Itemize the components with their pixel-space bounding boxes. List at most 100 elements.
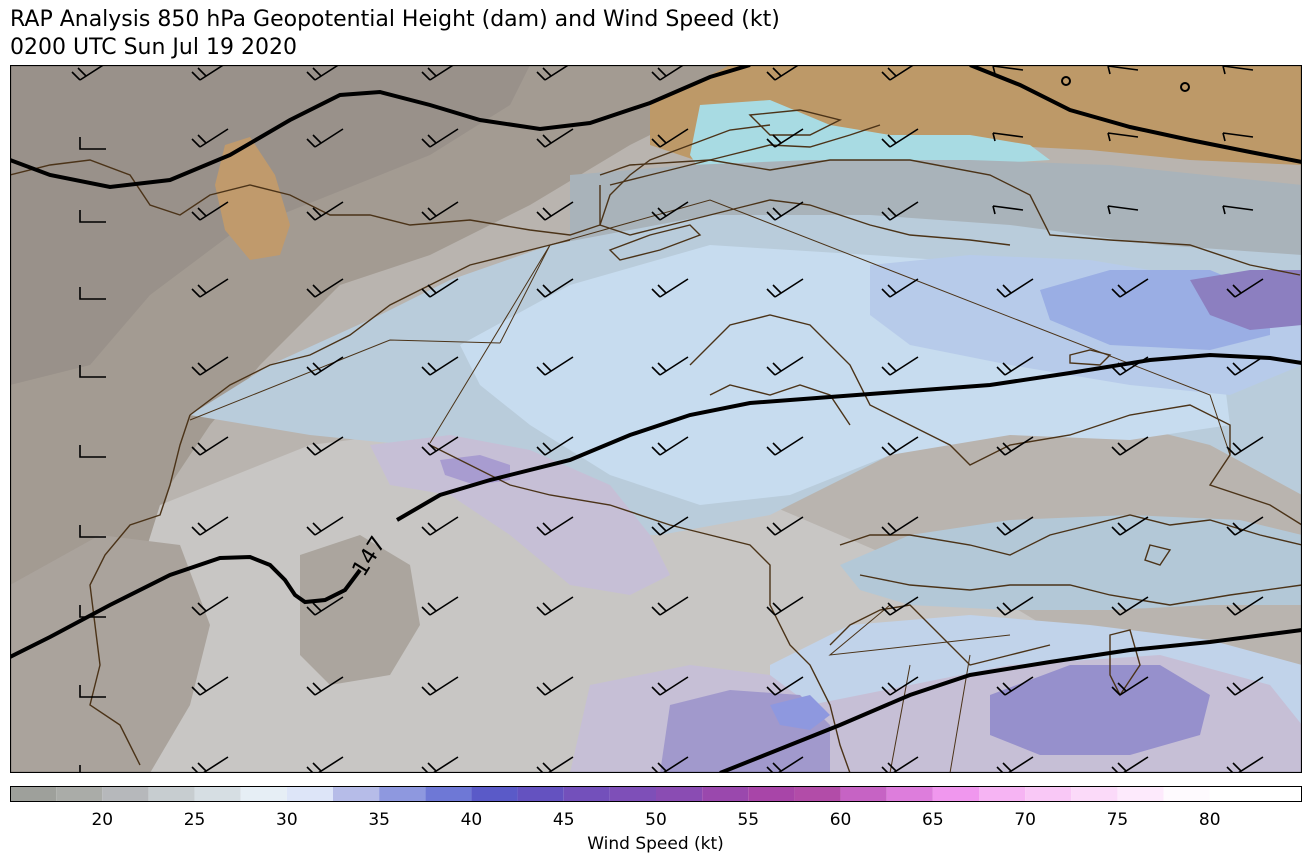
wind-barb: [1111, 676, 1149, 696]
colorbar-tick-label: 45: [552, 810, 575, 830]
wind-barb: [306, 676, 344, 696]
violet-region-east: [1190, 270, 1302, 330]
colorbar-tick-label: 65: [922, 810, 944, 830]
wind-barb: [306, 356, 344, 376]
colorbar-segment: [517, 786, 564, 802]
wind-barb: [1226, 676, 1264, 696]
wind-field-sw-gray: [10, 535, 210, 773]
colorbar-segment: [240, 786, 287, 802]
wind-barb: [1222, 65, 1254, 75]
wind-barb: [1111, 436, 1149, 456]
colorbar-segment: [102, 786, 149, 802]
wind-barb: [881, 436, 919, 456]
wind-barb: [996, 278, 1034, 298]
wind-barb: [79, 365, 106, 378]
wind-barb: [1111, 516, 1149, 536]
colorbar-segment: [563, 786, 610, 802]
wind-barb: [191, 516, 229, 536]
wind-barb: [421, 676, 459, 696]
wind-barb: [71, 65, 105, 81]
wind-barbs: [71, 65, 1264, 773]
colorbar-segment: [333, 786, 380, 802]
wind-barb: [536, 676, 574, 696]
wind-barb: [651, 436, 689, 456]
colorbar-tick-label: 25: [183, 810, 206, 830]
wind-barb: [536, 128, 574, 148]
colorbar-segment: [56, 786, 103, 802]
colorbar-tick-label: 50: [645, 810, 667, 830]
wind-barb: [421, 356, 459, 376]
tan-region-northwest: [215, 137, 290, 260]
wind-barb: [881, 516, 919, 536]
colorbar-tick-label: 60: [829, 810, 852, 830]
wind-barb: [421, 596, 459, 616]
wind-barb: [766, 65, 800, 81]
wind-barb: [421, 278, 459, 298]
height-contours: [10, 65, 1302, 773]
wind-barb: [881, 278, 919, 298]
wind-barb: [1107, 205, 1139, 215]
wind-barb: [1226, 278, 1264, 298]
wind-barb: [536, 596, 574, 616]
wind-barb: [651, 201, 689, 221]
wind-barb: [766, 201, 804, 221]
colorbar-tick-label: 80: [1198, 810, 1221, 830]
wind-barb: [421, 436, 459, 456]
colorbar-segment: [10, 786, 57, 802]
wind-field-nw-darker: [10, 65, 530, 385]
wind-barb: [191, 436, 229, 456]
wind-barb: [1222, 205, 1254, 215]
colorbar-segment: [471, 786, 518, 802]
wind-barb: [996, 516, 1034, 536]
wind-barb: [766, 128, 804, 148]
map-title: RAP Analysis 850 hPa Geopotential Height…: [10, 7, 780, 32]
wind-barb: [306, 278, 344, 298]
wind-barb: [766, 676, 804, 696]
wind-barb: [996, 676, 1034, 696]
wind-barb: [79, 765, 81, 773]
coastlines: [10, 109, 1302, 773]
wind-barb: [191, 596, 229, 616]
wind-barb: [536, 516, 574, 536]
wind-barb: [996, 356, 1034, 376]
colorbar-segment: [840, 786, 887, 802]
station-marker: [1061, 76, 1071, 86]
wind-barb: [651, 65, 685, 81]
wind-barb: [536, 201, 574, 221]
wind-barb: [996, 596, 1034, 616]
wind-barb: [306, 596, 344, 616]
wind-barb: [651, 356, 689, 376]
colorbar-segment: [1071, 786, 1118, 802]
wind-barb: [651, 278, 689, 298]
colorbar-tick-label: 75: [1106, 810, 1129, 830]
colorbar-tick-label: 35: [368, 810, 390, 830]
wind-barb: [881, 65, 915, 81]
valid-time: 0200 UTC Sun Jul 19 2020: [10, 35, 297, 60]
wind-barb: [881, 356, 919, 376]
wind-barb: [1107, 65, 1139, 75]
wind-barb: [191, 676, 229, 696]
colorbar-segment: [1163, 786, 1210, 802]
blue-core-southeast: [770, 695, 830, 730]
colorbar-label: Wind Speed (kt): [587, 834, 724, 854]
wind-barb: [651, 676, 689, 696]
wind-barb: [191, 278, 229, 298]
colorbar-tick-label: 70: [1014, 810, 1036, 830]
wind-barb: [536, 436, 574, 456]
height-contour-147: [395, 352, 1302, 522]
wind-barb: [536, 278, 574, 298]
wind-barb: [191, 201, 229, 221]
wind-barb: [651, 596, 689, 616]
wind-barb: [1222, 132, 1254, 142]
colorbar-frame: [10, 786, 1302, 802]
wind-barb: [421, 128, 459, 148]
wind-barb: [79, 605, 106, 618]
wind-barb: [996, 436, 1034, 456]
colorbar-segment: [1117, 786, 1164, 802]
wind-barb: [881, 596, 919, 616]
colorbar-segment: [932, 786, 979, 802]
wind-barb: [191, 65, 225, 81]
colorbar-segment: [1025, 786, 1072, 802]
wind-barb: [992, 205, 1024, 215]
colorbar-tick-label: 30: [276, 810, 298, 830]
